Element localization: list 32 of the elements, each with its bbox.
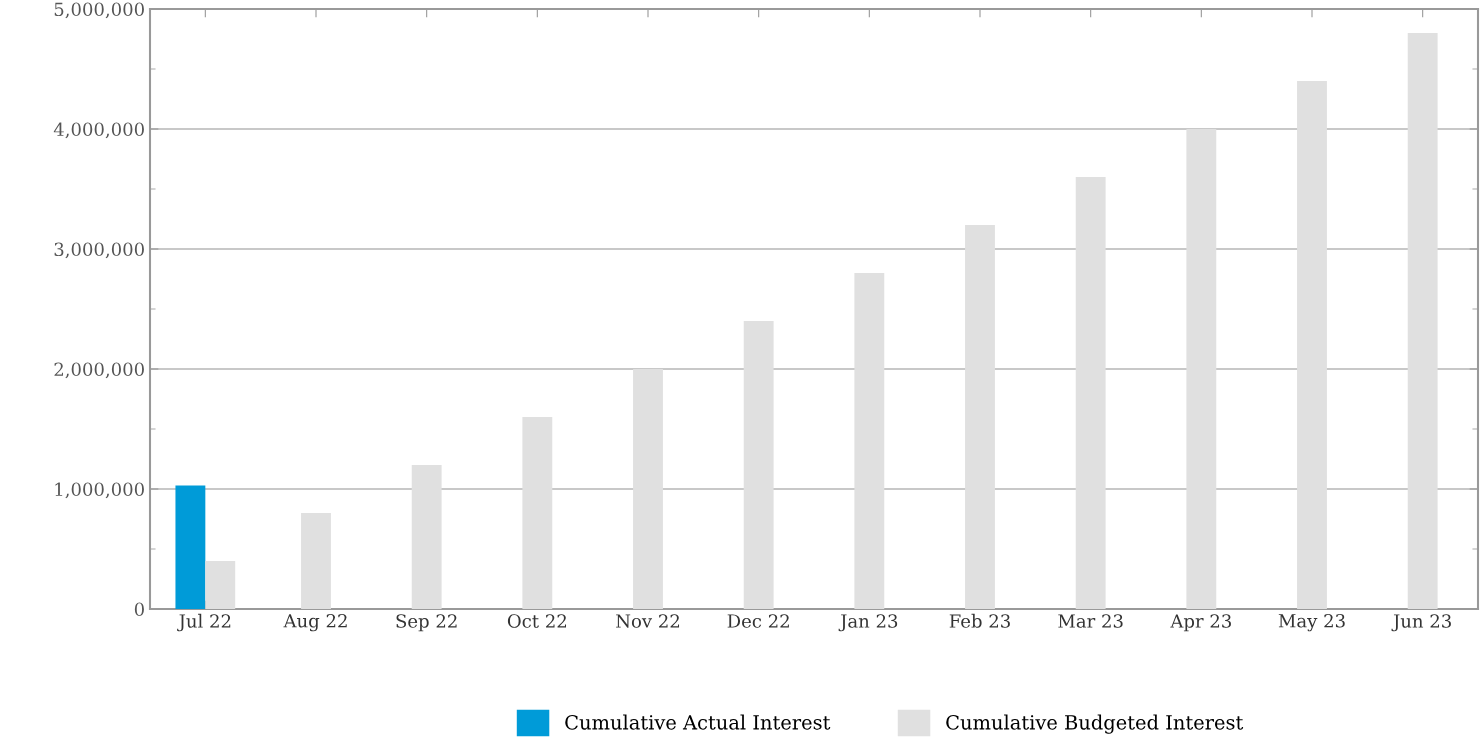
x-tick-label: Jun 23	[1391, 614, 1451, 632]
x-tick-label: Jan 23	[838, 614, 898, 632]
x-tick-label: Jul 22	[177, 613, 231, 632]
x-tick-label: Apr 23	[1170, 614, 1231, 632]
bar	[965, 225, 995, 609]
bar	[854, 273, 885, 609]
x-tick-label: May 23	[1278, 613, 1345, 632]
y-tick-label: 2,000,000	[54, 362, 144, 379]
x-tick-label: Aug 22	[283, 613, 347, 632]
bar	[522, 417, 553, 609]
x-tick-label: Feb 23	[949, 613, 1010, 628]
x-tick-label: Dec 22	[727, 614, 789, 628]
bar	[175, 485, 206, 609]
bar	[1297, 81, 1327, 609]
bar	[633, 369, 663, 609]
legend-label: Cumulative Budgeted Interest	[946, 714, 1244, 734]
y-tick-label: 5,000,000	[54, 2, 144, 19]
y-tick-label: 1,000,000	[55, 482, 144, 499]
x-tick-label: Mar 23	[1058, 614, 1123, 628]
bar	[1407, 33, 1438, 609]
x-tick-label: Oct 22	[507, 614, 566, 628]
bar	[301, 513, 331, 609]
legend-label: Cumulative Actual Interest	[565, 714, 831, 730]
y-tick-label: 0	[134, 602, 144, 617]
y-tick-label: 4,000,000	[53, 122, 144, 139]
x-tick-label: Sep 22	[396, 614, 457, 632]
y-tick-label: 3,000,000	[54, 242, 144, 259]
bar	[1186, 129, 1217, 609]
bar	[743, 321, 774, 609]
x-tick-label: Nov 22	[616, 614, 680, 628]
bar	[1075, 177, 1106, 609]
bar	[411, 465, 442, 609]
